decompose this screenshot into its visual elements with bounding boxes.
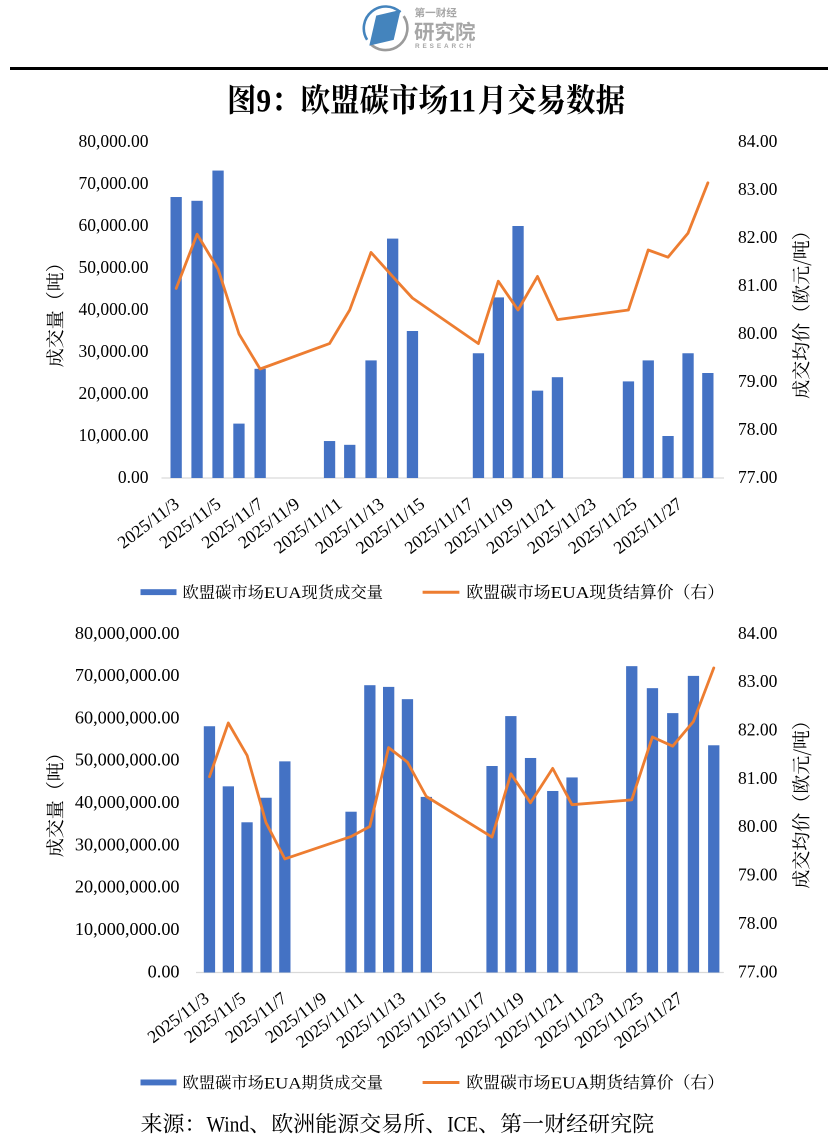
- svg-text:11: 11: [448, 82, 476, 119]
- svg-text:0.00: 0.00: [148, 961, 180, 981]
- svg-text:80,000.00: 80,000.00: [79, 131, 149, 151]
- svg-text:84.00: 84.00: [738, 131, 778, 151]
- svg-text:EUA: EUA: [551, 583, 591, 602]
- svg-text:77.00: 77.00: [738, 961, 778, 981]
- svg-text:70,000.00: 70,000.00: [79, 173, 149, 193]
- svg-text:50,000.00: 50,000.00: [79, 257, 149, 277]
- svg-text:RESEARCH: RESEARCH: [415, 43, 474, 50]
- svg-text:81.00: 81.00: [738, 275, 778, 295]
- svg-text:EUA: EUA: [264, 1073, 302, 1092]
- svg-text:84.00: 84.00: [738, 623, 778, 643]
- svg-text:30,000,000.00: 30,000,000.00: [75, 834, 180, 854]
- svg-text:40,000,000.00: 40,000,000.00: [75, 792, 180, 812]
- svg-text:79.00: 79.00: [738, 371, 778, 391]
- svg-text:20,000.00: 20,000.00: [79, 383, 149, 403]
- svg-text:80,000,000.00: 80,000,000.00: [75, 623, 180, 643]
- svg-text:10,000.00: 10,000.00: [79, 425, 149, 445]
- svg-text:EUA: EUA: [264, 583, 302, 602]
- svg-text:78.00: 78.00: [738, 419, 778, 439]
- svg-text:77.00: 77.00: [738, 467, 778, 487]
- svg-text:60,000.00: 60,000.00: [79, 215, 149, 235]
- svg-text:70,000,000.00: 70,000,000.00: [75, 665, 180, 685]
- svg-text:50,000,000.00: 50,000,000.00: [75, 750, 180, 770]
- svg-text:40,000.00: 40,000.00: [79, 299, 149, 319]
- svg-text:9: 9: [256, 82, 271, 119]
- svg-text:ICE: ICE: [447, 1112, 478, 1137]
- svg-text:Wind: Wind: [207, 1112, 250, 1137]
- svg-text:82.00: 82.00: [738, 227, 778, 247]
- svg-text:EUA: EUA: [551, 1073, 591, 1092]
- svg-text:0.00: 0.00: [118, 467, 149, 487]
- svg-text:80.00: 80.00: [738, 323, 778, 343]
- svg-text:60,000,000.00: 60,000,000.00: [75, 707, 180, 727]
- svg-text:83.00: 83.00: [738, 671, 778, 691]
- svg-text:83.00: 83.00: [738, 179, 778, 199]
- svg-text:80.00: 80.00: [738, 816, 778, 836]
- svg-text:20,000,000.00: 20,000,000.00: [75, 877, 180, 897]
- svg-text:81.00: 81.00: [738, 768, 778, 788]
- svg-text:30,000.00: 30,000.00: [79, 341, 149, 361]
- svg-text:78.00: 78.00: [738, 913, 778, 933]
- svg-text:82.00: 82.00: [738, 720, 778, 740]
- svg-text:10,000,000.00: 10,000,000.00: [75, 919, 180, 939]
- svg-text:79.00: 79.00: [738, 865, 778, 885]
